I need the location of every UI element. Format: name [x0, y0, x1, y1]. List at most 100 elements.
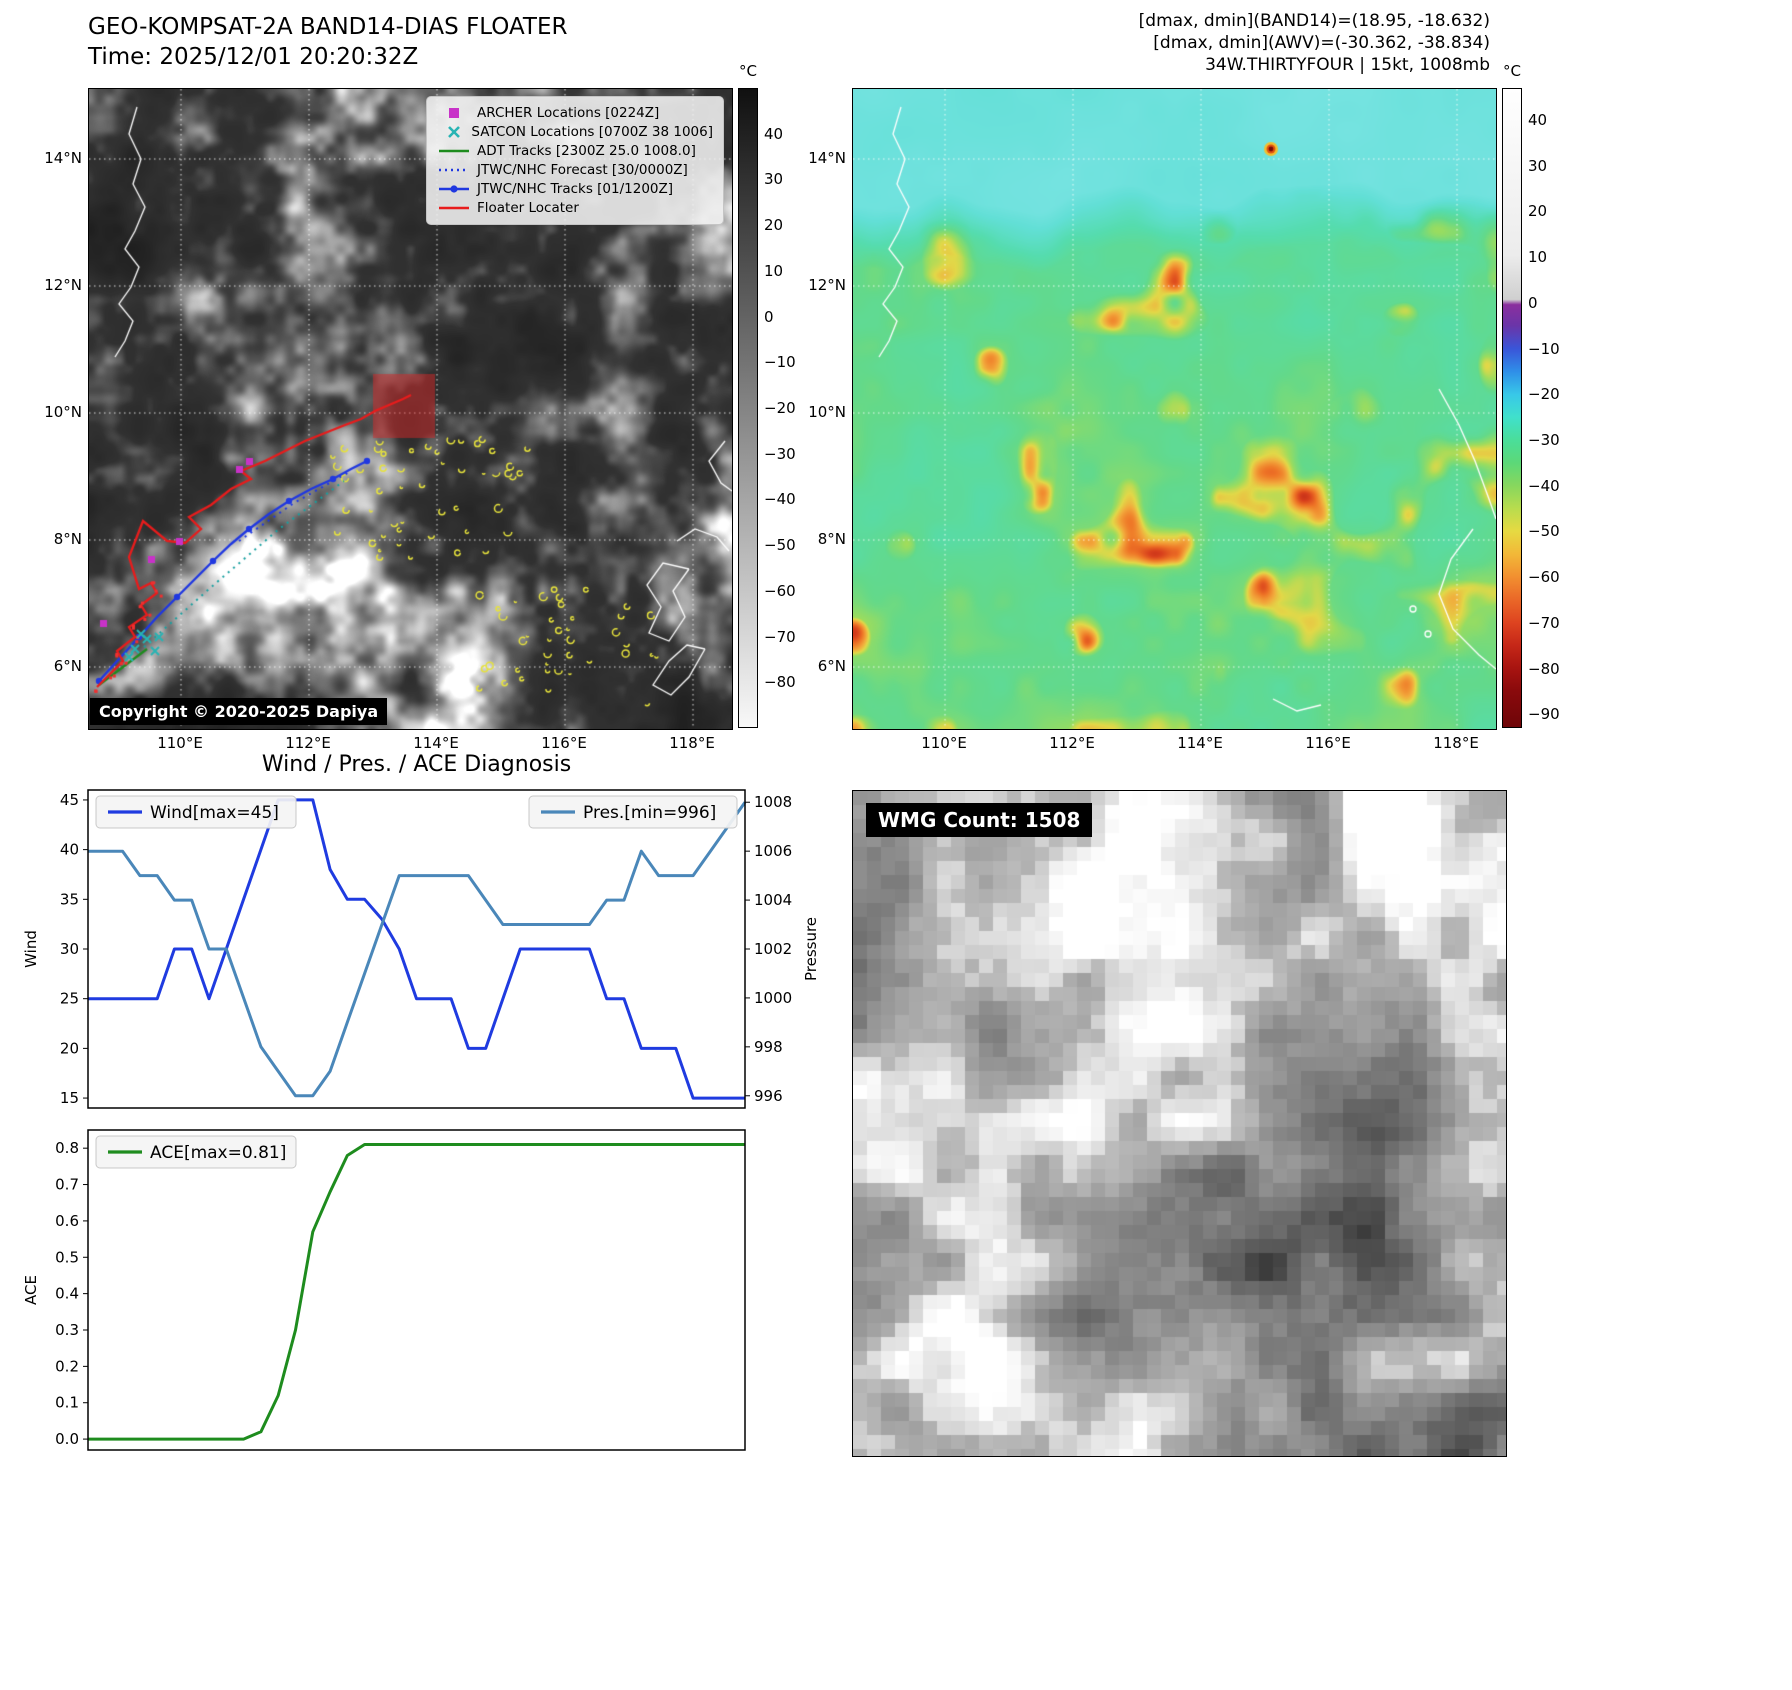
awv-colorbar-tick: 0: [1528, 293, 1538, 312]
ir-lon-tick: 116°E: [541, 734, 587, 752]
storm-id-label: 34W.THIRTYFOUR | 15kt, 1008mb: [1205, 55, 1490, 75]
chart-legend-label: Pres.[min=996]: [583, 803, 716, 823]
ir-colorbar-unit: °C: [739, 62, 757, 80]
wind-pressure-chart: 15 20 25 30 35 40 45 996 998 1000 1002 1004 1006 1008…: [22, 789, 820, 1109]
legend-item-label: SATCON Locations [0700Z 38 1006]: [471, 124, 713, 140]
y-axis-label: ACE: [22, 1275, 40, 1305]
awv-annotations: [dmax, dmin](BAND14)=(18.95, -18.632) [d…: [1139, 10, 1490, 76]
y-tick-label: 0.0: [55, 1430, 79, 1448]
awv-colorbar-tick: −50: [1528, 522, 1560, 541]
x-marker-icon: [448, 126, 460, 138]
chart-legend-label: Wind[max=45]: [150, 803, 279, 823]
y-tick-label: 30: [60, 940, 79, 958]
awv-colorbar: [1502, 88, 1522, 728]
dotted-marker-icon: [439, 168, 469, 172]
y-tick-label: 45: [60, 791, 79, 809]
awv-color-map: [852, 88, 1497, 730]
y-tick-label: 0.1: [55, 1394, 79, 1412]
ir-lat-tick: 14°N: [44, 149, 82, 167]
awv-colorbar-tick: 20: [1528, 202, 1548, 221]
band14-dmax-dmin: [dmax, dmin](BAND14)=(18.95, -18.632): [1138, 11, 1490, 31]
ir-lat-tick: 12°N: [44, 276, 82, 294]
awv-colorbar-tick: −10: [1528, 339, 1560, 358]
ir-colorbar: [738, 88, 758, 728]
ir-time: Time: 2025/12/01 20:20:32Z: [88, 44, 419, 70]
line-marker-icon: [439, 206, 469, 210]
y-tick-label: 15: [60, 1089, 79, 1107]
chart-legend: [95, 795, 297, 829]
y-tick-label: 40: [60, 841, 79, 859]
awv-lat-tick: 10°N: [808, 403, 846, 421]
ir-colorbar-tick: 40: [764, 124, 784, 143]
y-tick-label: 20: [60, 1039, 79, 1057]
awv-dmax-dmin: [dmax, dmin](AWV)=(-30.362, -38.834): [1153, 33, 1490, 53]
y2-tick-label: 1000: [754, 989, 792, 1007]
y2-tick-label: 998: [754, 1038, 783, 1056]
legend-item: Floater Locater: [437, 200, 713, 216]
plot-frame: [87, 1129, 746, 1451]
ir-colorbar-tick: −40: [764, 490, 796, 509]
line-marker-icon: [439, 149, 469, 153]
y2-tick-label: 1008: [754, 793, 792, 811]
ir-lon-tick: 114°E: [413, 734, 459, 752]
awv-lat-tick: 14°N: [808, 149, 846, 167]
y-tick-label: 35: [60, 890, 79, 908]
awv-lon-tick: 116°E: [1305, 734, 1351, 752]
awv-colorbar-tick: 30: [1528, 156, 1548, 175]
ir-colorbar-tick: −60: [764, 581, 796, 600]
legend-item: JTWC/NHC Tracks [01/1200Z]: [437, 181, 713, 197]
chart-legend: [95, 1135, 297, 1169]
ir-panel-header: GEO-KOMPSAT-2A BAND14-DIAS FLOATER Time:…: [88, 12, 568, 72]
ace-chart: 0.0 0.1 0.2 0.3 0.4 0.5 0.6 0.7 0.8 ACE ACE[max=0.…: [22, 1129, 746, 1451]
line-dot-marker-icon: [439, 185, 469, 193]
awv-lon-tick: 114°E: [1177, 734, 1223, 752]
awv-colorbar-tick: 40: [1528, 111, 1548, 129]
y2-tick-label: 1004: [754, 891, 792, 909]
ir-lat-tick: 8°N: [53, 530, 82, 548]
chart-legend-label: ACE[max=0.81]: [150, 1143, 286, 1163]
ir-colorbar-tick: −10: [764, 353, 796, 372]
legend-item: ADT Tracks [2300Z 25.0 1008.0]: [437, 143, 713, 159]
y2-tick-label: 1006: [754, 842, 792, 860]
awv-colorbar-tick: −90: [1528, 705, 1560, 724]
legend-item: JTWC/NHC Forecast [30/0000Z]: [437, 162, 713, 178]
chart-legend: [528, 795, 738, 829]
y-tick-label: 0.2: [55, 1357, 79, 1375]
y-tick-label: 0.6: [55, 1212, 79, 1230]
y-axis-label: Wind: [22, 930, 40, 968]
awv-lon-tick: 112°E: [1049, 734, 1095, 752]
ir-lon-tick: 112°E: [285, 734, 331, 752]
y2-axis-label: Pressure: [802, 917, 820, 981]
legend-item-label: Floater Locater: [477, 200, 579, 216]
legend-item: ARCHER Locations [0224Z]: [437, 105, 713, 121]
ir-colorbar-tick: 10: [764, 261, 784, 280]
awv-colorbar-tick: −80: [1528, 659, 1560, 678]
awv-colorbar-tick: 10: [1528, 248, 1548, 267]
square-marker-icon: [449, 108, 459, 118]
legend-item-label: JTWC/NHC Forecast [30/0000Z]: [477, 162, 688, 178]
ir-map-legend: ARCHER Locations [0224Z] SATCON Locations…: [426, 96, 724, 225]
ir-colorbar-tick: −80: [764, 673, 796, 692]
series-line: [88, 1143, 745, 1441]
awv-lat-tick: 12°N: [808, 276, 846, 294]
awv-lat-tick: 8°N: [817, 530, 846, 548]
y2-tick-label: 996: [754, 1087, 783, 1105]
wmg-count-image: [852, 790, 1507, 1457]
chart-title: Wind / Pres. / ACE Diagnosis: [261, 752, 572, 777]
legend-item-label: JTWC/NHC Tracks [01/1200Z]: [477, 181, 674, 197]
awv-colorbar-unit: °C: [1503, 62, 1521, 80]
awv-lon-tick: 110°E: [921, 734, 967, 752]
awv-lon-tick: 118°E: [1433, 734, 1479, 752]
ir-colorbar-tick: −30: [764, 444, 796, 463]
legend-item-label: ARCHER Locations [0224Z]: [477, 105, 660, 121]
series-line: [88, 798, 745, 1100]
awv-colorbar-tick: −70: [1528, 613, 1560, 632]
legend-item: SATCON Locations [0700Z 38 1006]: [437, 124, 713, 140]
ir-colorbar-tick: −20: [764, 399, 796, 417]
y-tick-label: 25: [60, 990, 79, 1008]
ir-lat-tick: 6°N: [53, 657, 82, 675]
ir-colorbar-tick: 0: [764, 307, 774, 326]
awv-colorbar-tick: −60: [1528, 568, 1560, 587]
legend-item-label: ADT Tracks [2300Z 25.0 1008.0]: [477, 143, 696, 159]
